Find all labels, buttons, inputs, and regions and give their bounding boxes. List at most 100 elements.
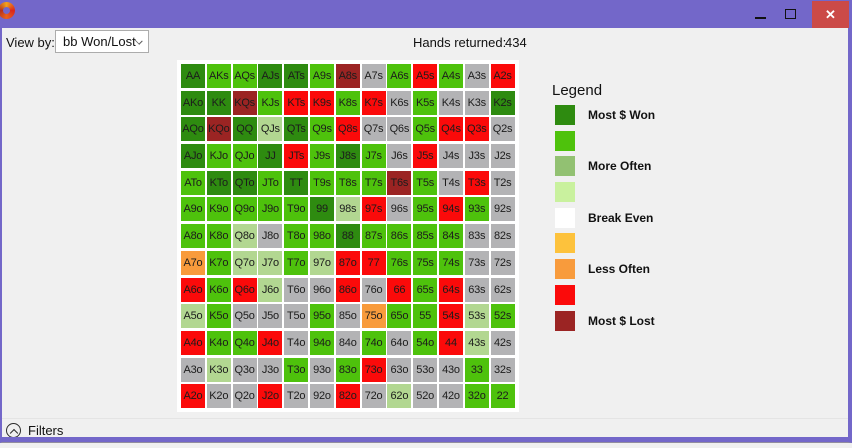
hand-cell-A3o[interactable]: A3o — [181, 357, 205, 382]
hand-cell-74s[interactable]: 74s — [438, 250, 463, 275]
hand-cell-63s[interactable]: 63s — [464, 277, 489, 302]
hand-cell-62s[interactable]: 62s — [490, 277, 515, 302]
hand-cell-K3s[interactable]: K3s — [464, 90, 489, 115]
hand-cell-76s[interactable]: 76s — [387, 250, 412, 275]
hand-cell-Q7s[interactable]: Q7s — [361, 117, 386, 142]
hand-cell-KTs[interactable]: KTs — [284, 90, 309, 115]
hand-cell-Q2o[interactable]: Q2o — [232, 384, 257, 409]
hand-cell-99[interactable]: 99 — [309, 197, 334, 222]
hand-cell-64s[interactable]: 64s — [438, 277, 463, 302]
hand-cell-J8o[interactable]: J8o — [258, 224, 283, 249]
hand-cell-A8s[interactable]: A8s — [335, 64, 360, 88]
hand-cell-52o[interactable]: 52o — [413, 384, 438, 409]
hand-cell-AJs[interactable]: AJs — [258, 64, 283, 88]
hand-cell-K8s[interactable]: K8s — [335, 90, 360, 115]
hand-cell-93s[interactable]: 93s — [464, 197, 489, 222]
hand-cell-K9s[interactable]: K9s — [309, 90, 334, 115]
hand-cell-77[interactable]: 77 — [361, 250, 386, 275]
hand-cell-K6o[interactable]: K6o — [206, 277, 231, 302]
hand-cell-A7s[interactable]: A7s — [361, 64, 386, 88]
hand-cell-AA[interactable]: AA — [181, 64, 205, 88]
hand-cell-Q8s[interactable]: Q8s — [335, 117, 360, 142]
hand-cell-QQ[interactable]: QQ — [232, 117, 257, 142]
hand-cell-96s[interactable]: 96s — [387, 197, 412, 222]
hand-cell-QJs[interactable]: QJs — [258, 117, 283, 142]
hand-cell-Q6s[interactable]: Q6s — [387, 117, 412, 142]
hand-cell-83o[interactable]: 83o — [335, 357, 360, 382]
hand-cell-K9o[interactable]: K9o — [206, 197, 231, 222]
hand-cell-KQs[interactable]: KQs — [232, 90, 257, 115]
hand-cell-KJs[interactable]: KJs — [258, 90, 283, 115]
hand-cell-T8o[interactable]: T8o — [284, 224, 309, 249]
hand-cell-84o[interactable]: 84o — [335, 330, 360, 355]
hand-cell-Q3o[interactable]: Q3o — [232, 357, 257, 382]
hand-cell-A9s[interactable]: A9s — [309, 64, 334, 88]
hand-cell-A5o[interactable]: A5o — [181, 304, 205, 329]
hand-cell-KJo[interactable]: KJo — [206, 144, 231, 169]
hand-cell-T5o[interactable]: T5o — [284, 304, 309, 329]
hand-cell-Q9s[interactable]: Q9s — [309, 117, 334, 142]
hand-cell-97s[interactable]: 97s — [361, 197, 386, 222]
hand-cell-QTs[interactable]: QTs — [284, 117, 309, 142]
hand-cell-K2s[interactable]: K2s — [490, 90, 515, 115]
hand-cell-A6o[interactable]: A6o — [181, 277, 205, 302]
hand-cell-J4o[interactable]: J4o — [258, 330, 283, 355]
hand-cell-93o[interactable]: 93o — [309, 357, 334, 382]
hand-cell-A2o[interactable]: A2o — [181, 384, 205, 409]
hand-cell-Q5o[interactable]: Q5o — [232, 304, 257, 329]
hand-cell-QJo[interactable]: QJo — [232, 144, 257, 169]
hand-cell-85s[interactable]: 85s — [413, 224, 438, 249]
hand-cell-75s[interactable]: 75s — [413, 250, 438, 275]
hand-cell-92o[interactable]: 92o — [309, 384, 334, 409]
hand-cell-T5s[interactable]: T5s — [413, 170, 438, 195]
hand-cell-AQo[interactable]: AQo — [181, 117, 205, 142]
hand-cell-KQo[interactable]: KQo — [206, 117, 231, 142]
hand-cell-QTo[interactable]: QTo — [232, 170, 257, 195]
hand-cell-72s[interactable]: 72s — [490, 250, 515, 275]
hand-cell-TT[interactable]: TT — [284, 170, 309, 195]
hand-cell-Q4s[interactable]: Q4s — [438, 117, 463, 142]
hand-cell-33[interactable]: 33 — [464, 357, 489, 382]
hand-cell-T7o[interactable]: T7o — [284, 250, 309, 275]
hand-cell-87s[interactable]: 87s — [361, 224, 386, 249]
hand-cell-T4s[interactable]: T4s — [438, 170, 463, 195]
hand-cell-A2s[interactable]: A2s — [490, 64, 515, 88]
hand-cell-J4s[interactable]: J4s — [438, 144, 463, 169]
hand-cell-65s[interactable]: 65s — [413, 277, 438, 302]
maximize-button[interactable] — [775, 0, 805, 28]
hand-cell-T8s[interactable]: T8s — [335, 170, 360, 195]
hand-cell-J2o[interactable]: J2o — [258, 384, 283, 409]
hand-cell-T2s[interactable]: T2s — [490, 170, 515, 195]
hand-cell-AKo[interactable]: AKo — [181, 90, 205, 115]
hand-cell-55[interactable]: 55 — [413, 304, 438, 329]
hand-cell-62o[interactable]: 62o — [387, 384, 412, 409]
hand-cell-82o[interactable]: 82o — [335, 384, 360, 409]
hand-cell-J6s[interactable]: J6s — [387, 144, 412, 169]
hand-cell-94o[interactable]: 94o — [309, 330, 334, 355]
hand-cell-A3s[interactable]: A3s — [464, 64, 489, 88]
hand-cell-J5o[interactable]: J5o — [258, 304, 283, 329]
close-button[interactable]: ✕ — [812, 1, 849, 28]
hand-cell-T6s[interactable]: T6s — [387, 170, 412, 195]
hand-cell-32s[interactable]: 32s — [490, 357, 515, 382]
hand-cell-42s[interactable]: 42s — [490, 330, 515, 355]
hand-cell-Q2s[interactable]: Q2s — [490, 117, 515, 142]
hand-cell-T9o[interactable]: T9o — [284, 197, 309, 222]
filters-toggle-button[interactable]: Filters — [6, 423, 63, 438]
hand-cell-53s[interactable]: 53s — [464, 304, 489, 329]
hand-cell-K4s[interactable]: K4s — [438, 90, 463, 115]
hand-cell-22[interactable]: 22 — [490, 384, 515, 409]
hand-cell-54o[interactable]: 54o — [413, 330, 438, 355]
hand-cell-J2s[interactable]: J2s — [490, 144, 515, 169]
hand-cell-ATo[interactable]: ATo — [181, 170, 205, 195]
hand-cell-82s[interactable]: 82s — [490, 224, 515, 249]
minimize-button[interactable] — [745, 0, 775, 28]
hand-cell-KK[interactable]: KK — [206, 90, 231, 115]
hand-cell-Q5s[interactable]: Q5s — [413, 117, 438, 142]
hand-cell-J9s[interactable]: J9s — [309, 144, 334, 169]
hand-cell-73s[interactable]: 73s — [464, 250, 489, 275]
hand-cell-64o[interactable]: 64o — [387, 330, 412, 355]
hand-cell-J7s[interactable]: J7s — [361, 144, 386, 169]
hand-cell-75o[interactable]: 75o — [361, 304, 386, 329]
hand-cell-42o[interactable]: 42o — [438, 384, 463, 409]
